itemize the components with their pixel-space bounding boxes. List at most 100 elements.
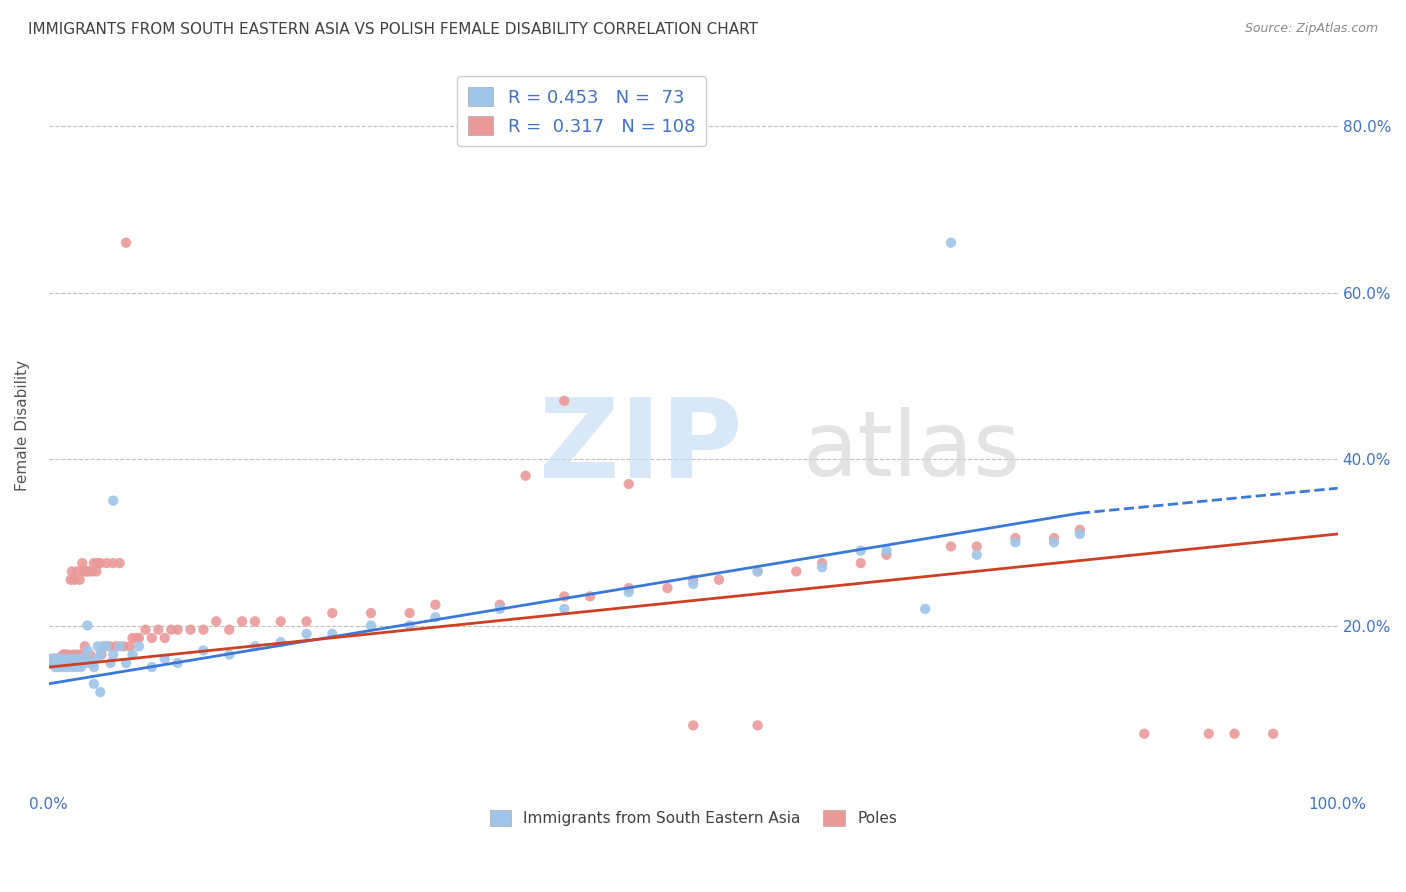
Point xyxy=(1133,727,1156,741)
Point xyxy=(86,565,108,579)
Point xyxy=(747,565,769,579)
Point xyxy=(103,556,125,570)
Point xyxy=(49,656,72,670)
Point xyxy=(89,648,111,662)
Point xyxy=(134,623,156,637)
Point xyxy=(148,623,170,637)
Point xyxy=(118,640,141,654)
Point xyxy=(321,606,343,620)
Point xyxy=(48,652,70,666)
Point xyxy=(160,623,183,637)
Point xyxy=(398,618,420,632)
Point xyxy=(65,648,87,662)
Point xyxy=(1069,523,1091,537)
Point xyxy=(70,648,93,662)
Point xyxy=(44,660,66,674)
Point xyxy=(425,598,447,612)
Point xyxy=(128,640,150,654)
Point xyxy=(58,656,80,670)
Point xyxy=(579,590,602,604)
Point xyxy=(76,565,98,579)
Point xyxy=(59,656,82,670)
Point xyxy=(46,652,69,666)
Point xyxy=(56,656,79,670)
Point xyxy=(53,656,76,670)
Point xyxy=(82,656,104,670)
Point xyxy=(1004,531,1026,545)
Point xyxy=(69,573,91,587)
Point xyxy=(153,652,176,666)
Point xyxy=(55,648,77,662)
Point xyxy=(52,648,75,662)
Point xyxy=(66,660,89,674)
Point xyxy=(51,656,73,670)
Point xyxy=(41,656,63,670)
Point xyxy=(59,573,82,587)
Point xyxy=(45,656,67,670)
Point xyxy=(218,623,240,637)
Point xyxy=(166,656,188,670)
Point xyxy=(914,602,936,616)
Point xyxy=(141,631,163,645)
Point xyxy=(811,560,834,574)
Point xyxy=(42,656,65,670)
Point xyxy=(72,652,94,666)
Point xyxy=(89,685,111,699)
Point xyxy=(617,585,640,599)
Point xyxy=(617,477,640,491)
Point xyxy=(128,631,150,645)
Legend: Immigrants from South Eastern Asia, Poles: Immigrants from South Eastern Asia, Pole… xyxy=(481,801,905,836)
Point xyxy=(39,656,62,670)
Point xyxy=(243,640,266,654)
Point xyxy=(108,556,131,570)
Point xyxy=(98,640,121,654)
Text: Source: ZipAtlas.com: Source: ZipAtlas.com xyxy=(1244,22,1378,36)
Y-axis label: Female Disability: Female Disability xyxy=(15,360,30,491)
Point xyxy=(51,656,73,670)
Point xyxy=(108,640,131,654)
Point xyxy=(657,581,679,595)
Point xyxy=(44,652,66,666)
Point xyxy=(52,656,75,670)
Point xyxy=(553,590,575,604)
Point xyxy=(75,656,97,670)
Point xyxy=(60,565,83,579)
Point xyxy=(62,648,84,662)
Point xyxy=(83,677,105,691)
Point xyxy=(96,556,118,570)
Point xyxy=(103,648,125,662)
Point xyxy=(243,615,266,629)
Point xyxy=(38,656,60,670)
Point xyxy=(63,656,86,670)
Point xyxy=(103,493,125,508)
Text: ZIP: ZIP xyxy=(538,394,742,501)
Point xyxy=(682,577,704,591)
Point xyxy=(1043,535,1066,549)
Point xyxy=(231,615,253,629)
Point xyxy=(69,656,91,670)
Point xyxy=(51,652,73,666)
Point xyxy=(876,543,898,558)
Point xyxy=(86,652,108,666)
Point xyxy=(60,660,83,674)
Point xyxy=(489,602,512,616)
Point xyxy=(42,656,65,670)
Point xyxy=(1263,727,1285,741)
Point xyxy=(100,656,122,670)
Point xyxy=(41,652,63,666)
Point xyxy=(45,652,67,666)
Point xyxy=(180,623,202,637)
Point xyxy=(218,648,240,662)
Point xyxy=(49,652,72,666)
Point xyxy=(56,656,79,670)
Point xyxy=(56,660,79,674)
Point xyxy=(515,468,537,483)
Point xyxy=(811,556,834,570)
Point xyxy=(166,623,188,637)
Point xyxy=(76,643,98,657)
Text: atlas: atlas xyxy=(803,408,1021,495)
Point xyxy=(682,718,704,732)
Point xyxy=(72,656,94,670)
Point xyxy=(73,652,96,666)
Point xyxy=(747,565,769,579)
